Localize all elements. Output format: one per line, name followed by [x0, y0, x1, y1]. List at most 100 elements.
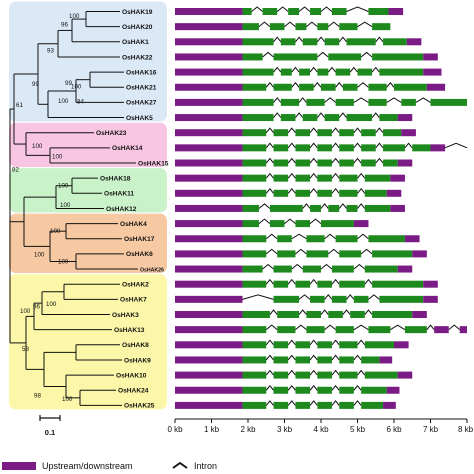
utr-segment: [175, 265, 243, 273]
bootstrap-value: 100: [62, 396, 73, 403]
exon-segment: [364, 341, 394, 349]
utr-segment: [426, 83, 446, 91]
intron-segment: [331, 339, 340, 346]
exon-segment: [339, 23, 358, 31]
intron-segment: [375, 127, 384, 134]
intron-segment: [265, 172, 274, 179]
intron-segment: [375, 142, 384, 149]
exon-segment: [372, 311, 413, 318]
exon-segment: [242, 53, 263, 61]
intron-segment: [298, 309, 307, 315]
utr-segment: [434, 326, 449, 334]
intron-segment: [265, 248, 278, 255]
exon-segment: [280, 98, 300, 106]
utr-segment: [423, 53, 438, 61]
intron-segment: [331, 157, 340, 164]
exon-segment: [339, 144, 354, 152]
exon-segment: [242, 326, 267, 334]
gene-structure-row: [175, 112, 413, 122]
intron-segment: [295, 324, 307, 331]
exon-segment: [310, 8, 321, 15]
exon-segment: [273, 53, 318, 61]
utr-segment: [390, 204, 405, 212]
intron-segment: [346, 6, 369, 12]
legend-utr-swatch: [2, 462, 36, 470]
bootstrap-value: 100: [52, 153, 63, 160]
utr-segment: [175, 371, 243, 379]
gene-structure-row: [175, 278, 438, 288]
intron-segment: [331, 384, 340, 391]
intron-segment: [331, 188, 340, 194]
intron-segment: [353, 127, 362, 134]
exon-segment: [295, 23, 307, 31]
exon-segment: [339, 129, 354, 137]
exon-segment: [339, 371, 358, 379]
gene-label: OsHAK16: [126, 69, 157, 76]
exon-segment: [242, 204, 259, 212]
bootstrap-value: 100: [69, 13, 80, 20]
exon-segment: [335, 98, 354, 106]
bootstrap-value: 84: [77, 99, 84, 106]
utr-segment: [175, 129, 243, 137]
gene-label: OsHAK7: [120, 297, 147, 304]
intron-segment: [316, 112, 326, 118]
utr-segment: [175, 356, 243, 364]
exon-segment: [357, 68, 373, 76]
intron-segment: [320, 203, 329, 209]
intron-segment: [386, 81, 395, 88]
exon-segment: [328, 204, 340, 212]
gene-structure-row: [175, 36, 422, 46]
utr-segment: [397, 159, 413, 167]
utr-segment: [175, 235, 243, 243]
intron-segment: [338, 36, 347, 43]
intron-segment: [448, 324, 461, 331]
exon-segment: [242, 98, 274, 106]
exon-segment: [350, 311, 365, 318]
gene-label: OsHAK22: [122, 54, 153, 61]
gene-structure-row: [175, 66, 442, 76]
exon-segment: [273, 159, 289, 167]
intron-segment: [309, 278, 318, 285]
gene-structure-row: [175, 384, 400, 394]
exon-segment: [242, 235, 267, 243]
exon-segment: [383, 129, 402, 137]
intron-segment: [353, 354, 362, 361]
intron-segment: [320, 309, 329, 315]
intron-segment: [338, 112, 347, 118]
exon-segment: [346, 204, 358, 212]
exon-segment: [317, 174, 332, 182]
intron-segment: [265, 188, 274, 194]
bootstrap-value: 100: [58, 98, 69, 105]
exon-segment: [295, 280, 311, 288]
intron-segment: [404, 142, 413, 149]
intron-segment: [357, 203, 366, 209]
exon-segment: [280, 114, 296, 122]
gene-label: OsHAK21: [126, 85, 157, 92]
clade-green-background: [9, 168, 167, 213]
gene-label: OsHAK1: [122, 39, 149, 46]
utr-segment: [175, 311, 243, 318]
exon-segment: [277, 250, 296, 258]
intron-segment: [309, 369, 318, 376]
exon-segment: [361, 129, 376, 137]
exon-segment: [306, 250, 329, 258]
bootstrap-value: 93: [47, 48, 54, 55]
utr-segment: [175, 38, 243, 46]
intron-segment: [357, 21, 373, 28]
gene-label: OsHAK11: [104, 191, 134, 198]
exon-segment: [277, 311, 300, 318]
utr-segment: [383, 401, 396, 409]
intron-segment: [273, 66, 282, 73]
exon-segment: [317, 386, 332, 394]
exon-segment: [364, 174, 391, 182]
exon-segment: [368, 98, 387, 106]
utr-segment: [379, 356, 393, 364]
gene-structure-row: [175, 324, 467, 334]
exon-segment: [280, 68, 292, 76]
intron-segment: [324, 233, 336, 240]
exon-segment: [353, 295, 369, 303]
bootstrap-value: 96: [61, 21, 68, 28]
